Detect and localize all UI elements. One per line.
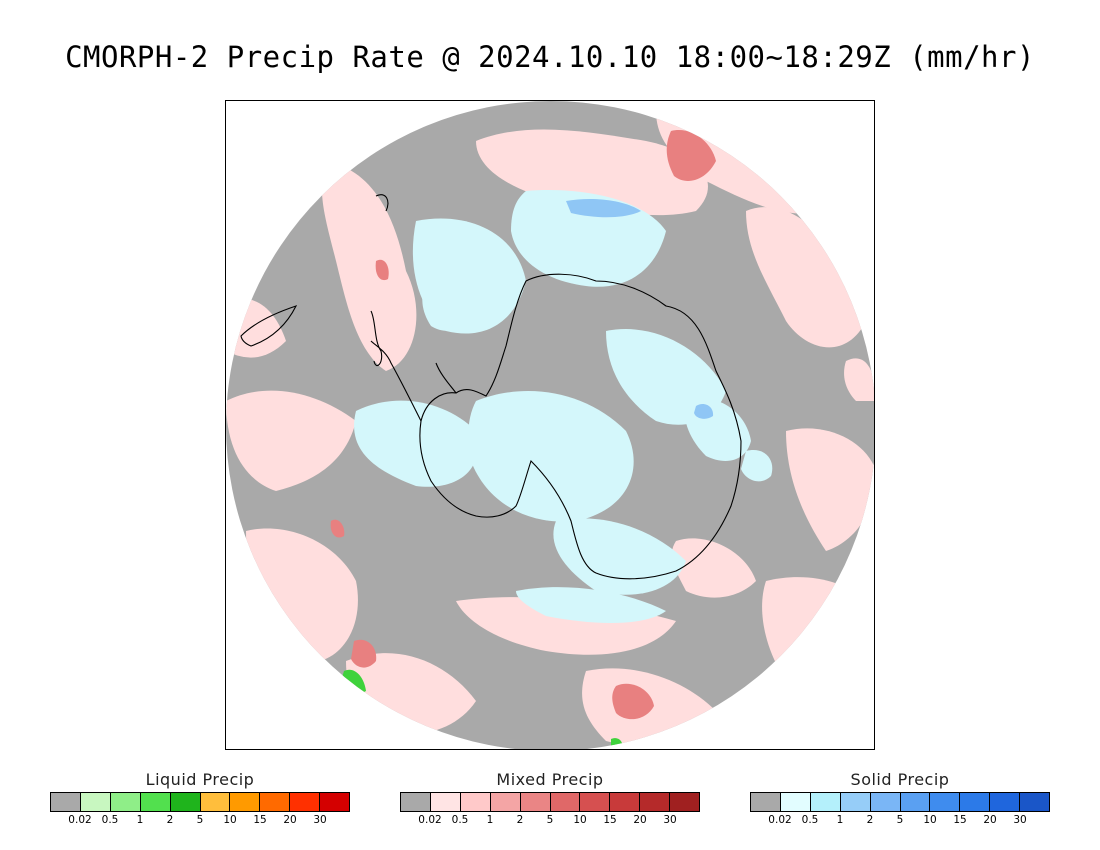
legend-swatch [491,793,521,811]
legend-color-bar [400,792,700,812]
legend-tick: 0.5 [102,814,119,826]
legend-swatch [461,793,491,811]
legend-tick: 30 [313,814,326,826]
legend-tick: 1 [137,814,144,826]
legend-color-bar [750,792,1050,812]
legend-tick: 15 [253,814,266,826]
legend-tick: 2 [167,814,174,826]
legend-swatch [320,793,349,811]
legend-tick: 10 [923,814,936,826]
legend-swatch [401,793,431,811]
legend-solid-precip: Solid Precip 0.02 0.5 1 2 5 10 15 20 30 [750,770,1050,826]
legend-swatch [1020,793,1049,811]
legend-liquid-precip: Liquid Precip 0.02 0.5 1 2 5 10 15 20 30 [50,770,350,826]
legend-swatch [111,793,141,811]
legend-tick: 5 [547,814,554,826]
legend-swatch [610,793,640,811]
legend-swatch [751,793,781,811]
precip-disc [226,101,875,750]
legend-tick: 0.02 [418,814,441,826]
legend-swatch [260,793,290,811]
legend-tick: 0.02 [68,814,91,826]
legend-tick: 5 [197,814,204,826]
legend-tick: 20 [283,814,296,826]
legend-tick-labels: 0.02 0.5 1 2 5 10 15 20 30 [50,812,350,826]
legend-tick-labels: 0.02 0.5 1 2 5 10 15 20 30 [400,812,700,826]
map-title: CMORPH-2 Precip Rate @ 2024.10.10 18:00~… [0,40,1100,74]
legend-tick: 0.5 [802,814,819,826]
legend-tick: 2 [517,814,524,826]
legend-swatch [960,793,990,811]
legend-tick: 10 [573,814,586,826]
legend-tick: 20 [633,814,646,826]
legend-tick: 2 [867,814,874,826]
legend-title: Mixed Precip [400,770,700,792]
legend-swatch [871,793,901,811]
precip-map [225,100,875,750]
legend-tick: 1 [837,814,844,826]
legend-swatch [290,793,320,811]
legend-swatch [230,793,260,811]
legend-title: Liquid Precip [50,770,350,792]
legend-swatch [901,793,931,811]
legend-tick: 15 [953,814,966,826]
legend-swatch [51,793,81,811]
legend-tick: 5 [897,814,904,826]
legend-tick: 1 [487,814,494,826]
legend-tick: 0.02 [768,814,791,826]
legend-tick: 10 [223,814,236,826]
legend-swatch [431,793,461,811]
legend-tick: 20 [983,814,996,826]
legend-swatch [990,793,1020,811]
polar-precip-map-svg [226,101,875,750]
legend-mixed-precip: Mixed Precip 0.02 0.5 1 2 5 10 15 20 30 [400,770,700,826]
legend-swatch [81,793,111,811]
legend-swatch [580,793,610,811]
legend-swatch [171,793,201,811]
legend-tick: 15 [603,814,616,826]
legend-swatch [141,793,171,811]
legend-swatch [201,793,231,811]
legend-swatch [670,793,699,811]
legend-swatch [811,793,841,811]
legend-swatch [521,793,551,811]
legend-swatch [781,793,811,811]
legend-swatch [930,793,960,811]
legend-color-bar [50,792,350,812]
legend-title: Solid Precip [750,770,1050,792]
legend-tick: 30 [663,814,676,826]
legend-swatch [551,793,581,811]
legend-tick: 30 [1013,814,1026,826]
legend-swatch [841,793,871,811]
legend-tick: 0.5 [452,814,469,826]
legend-swatch [640,793,670,811]
legend-tick-labels: 0.02 0.5 1 2 5 10 15 20 30 [750,812,1050,826]
